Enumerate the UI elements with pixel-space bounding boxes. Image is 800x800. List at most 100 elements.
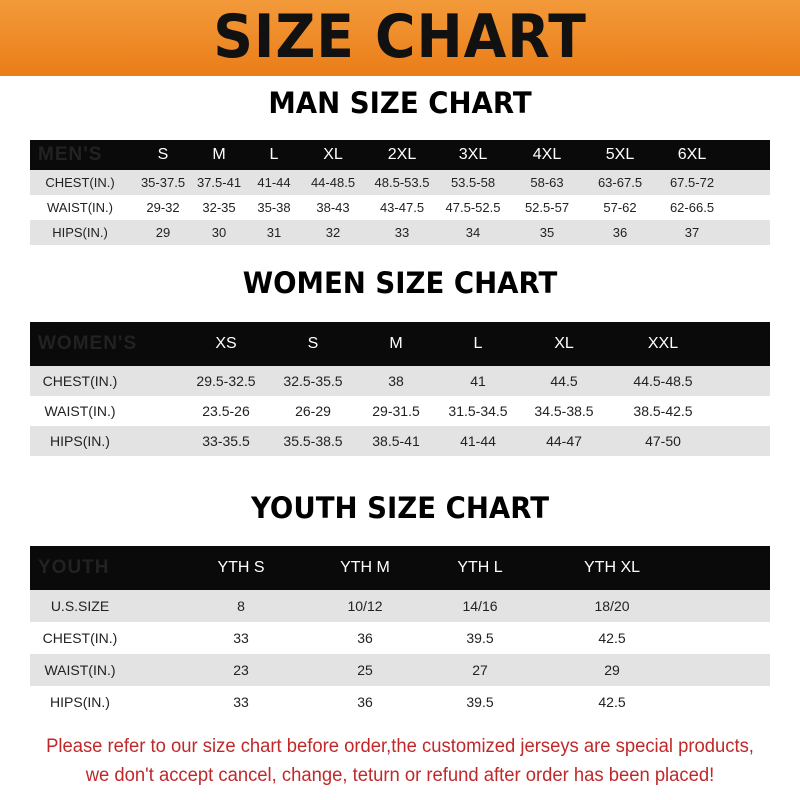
table-cell: 47.5-52.5 (445, 199, 501, 215)
table-cell: 36 (357, 694, 373, 710)
table-cell: 35-37.5 (140, 174, 186, 190)
table-cell: 33-35.5 (202, 433, 250, 449)
table-cell: 33 (233, 630, 249, 646)
table-cell: 8 (237, 598, 245, 614)
table-cell: 41-44 (460, 433, 496, 449)
table-row: WAIST(IN.) 23.5-26 26-29 29-31.5 31.5-34.5 34… (30, 396, 770, 426)
measurement-label: HIPS(IN.) (50, 433, 110, 449)
size-header-cell: YTH XL (583, 559, 641, 576)
table-cell: 44.5 (550, 373, 578, 389)
table-cell: 52.5-57 (524, 199, 570, 215)
header-banner: SIZE CHART (0, 0, 800, 76)
size-header-cell: L (473, 335, 483, 352)
table-cell: 41 (470, 373, 486, 389)
table-cell: 10/12 (347, 598, 383, 614)
table-cell: 39.5 (466, 630, 494, 646)
table-cell: 34.5-38.5 (534, 403, 594, 419)
size-header-cell: M (389, 335, 403, 352)
table-cell: 29-31.5 (372, 403, 420, 419)
table-cell: 36 (612, 224, 628, 240)
table-cell: 58-63 (530, 174, 564, 190)
table-cell: 38.5-41 (372, 433, 420, 449)
notice-line-2: we don't accept cancel, change, teturn o… (85, 765, 715, 786)
women-header-row: WOMEN'S XS S M L XL XXL (30, 322, 770, 366)
table-cell: 35-38 (257, 199, 291, 215)
table-cell: 32 (325, 224, 341, 240)
table-cell: 30 (211, 224, 227, 240)
table-cell: 48.5-53.5 (374, 174, 430, 190)
size-header-cell: XL (323, 146, 343, 163)
table-cell: 34 (465, 224, 481, 240)
table-title-cell: MEN'S (38, 144, 103, 165)
table-cell: 42.5 (598, 694, 626, 710)
measurement-label: U.S.SIZE (50, 598, 110, 614)
men-size-table: MEN'S S M L XL 2XL 3XL 4XL 5XL 6XL CHEST(IN.) 35-37… (30, 140, 770, 245)
table-cell: 18/20 (594, 598, 630, 614)
table-cell: 29.5-32.5 (196, 373, 256, 389)
table-cell: 27 (472, 662, 488, 678)
table-cell: 32-35 (202, 199, 236, 215)
table-row: WAIST(IN.) 29-32 32-35 35-38 38-43 43-47.5 47.… (30, 195, 770, 220)
measurement-label: CHEST(IN.) (45, 174, 115, 190)
table-cell: 37.5-41 (196, 174, 242, 190)
measurement-label: HIPS(IN.) (50, 694, 110, 710)
youth-section-title: YOUTH SIZE CHART (250, 491, 550, 525)
table-row: HIPS(IN.) 33-35.5 35.5-38.5 38.5-41 41-44 44-… (30, 426, 770, 456)
table-row: WAIST(IN.) 23 25 27 29 (30, 654, 770, 686)
measurement-label: WAIST(IN.) (44, 662, 116, 678)
table-cell: 44-47 (546, 433, 582, 449)
size-header-cell: S (307, 335, 319, 352)
size-header-cell: YTH L (457, 559, 503, 576)
table-cell: 38 (388, 373, 404, 389)
table-cell: 57-62 (603, 199, 637, 215)
table-cell: 53.5-58 (450, 174, 496, 190)
table-cell: 29-32 (146, 199, 180, 215)
measurement-label: HIPS(IN.) (52, 224, 108, 240)
table-cell: 38.5-42.5 (633, 403, 693, 419)
table-cell: 62-66.5 (669, 199, 715, 215)
men-section-title: MAN SIZE CHART (268, 86, 532, 120)
size-header-cell: 2XL (387, 146, 417, 163)
table-cell: 23.5-26 (202, 403, 250, 419)
size-header-cell: M (212, 146, 226, 163)
table-cell: 44.5-48.5 (633, 373, 693, 389)
table-cell: 14/16 (462, 598, 498, 614)
table-title-cell: WOMEN'S (38, 333, 138, 354)
table-cell: 37 (684, 224, 700, 240)
table-row: CHEST(IN.) 29.5-32.5 32.5-35.5 38 41 44.5 44.5… (30, 366, 770, 396)
size-header-cell: 3XL (458, 146, 488, 163)
size-header-cell: YTH S (217, 559, 265, 576)
table-cell: 39.5 (466, 694, 494, 710)
table-cell: 44-48.5 (310, 174, 356, 190)
banner-title: SIZE CHART (213, 2, 587, 72)
table-cell: 25 (357, 662, 373, 678)
measurement-label: CHEST(IN.) (42, 630, 118, 646)
measurement-label: WAIST(IN.) (47, 199, 113, 215)
table-cell: 41-44 (257, 174, 291, 190)
size-header-cell: S (157, 146, 169, 163)
women-section-title: WOMEN SIZE CHART (242, 266, 558, 300)
men-header-row: MEN'S S M L XL 2XL 3XL 4XL 5XL 6XL (30, 140, 770, 170)
table-cell: 33 (233, 694, 249, 710)
table-cell: 23 (233, 662, 249, 678)
measurement-label: CHEST(IN.) (42, 373, 118, 389)
youth-size-table: YOUTH YTH S YTH M YTH L YTH XL U.S.SIZE 8 10/12… (30, 546, 770, 718)
size-header-cell: YTH M (340, 559, 390, 576)
table-cell: 63-67.5 (597, 174, 643, 190)
women-size-table: WOMEN'S XS S M L XL XXL CHEST(IN.) 29.5-32.5 32.5… (30, 322, 770, 456)
table-cell: 31 (266, 224, 282, 240)
table-cell: 33 (394, 224, 410, 240)
notice-line-1: Please refer to our size chart before or… (46, 736, 754, 757)
table-row: HIPS(IN.) 29 30 31 32 33 34 35 36 37 (30, 220, 770, 245)
table-cell: 26-29 (295, 403, 331, 419)
size-header-cell: L (269, 146, 279, 163)
measurement-label: WAIST(IN.) (44, 403, 116, 419)
size-header-cell: 5XL (605, 146, 635, 163)
youth-header-row: YOUTH YTH S YTH M YTH L YTH XL (30, 546, 770, 590)
table-row: U.S.SIZE 8 10/12 14/16 18/20 (30, 590, 770, 622)
table-cell: 31.5-34.5 (448, 403, 508, 419)
table-cell: 29 (155, 224, 171, 240)
table-cell: 35.5-38.5 (283, 433, 343, 449)
table-cell: 43-47.5 (379, 199, 425, 215)
table-cell: 42.5 (598, 630, 626, 646)
